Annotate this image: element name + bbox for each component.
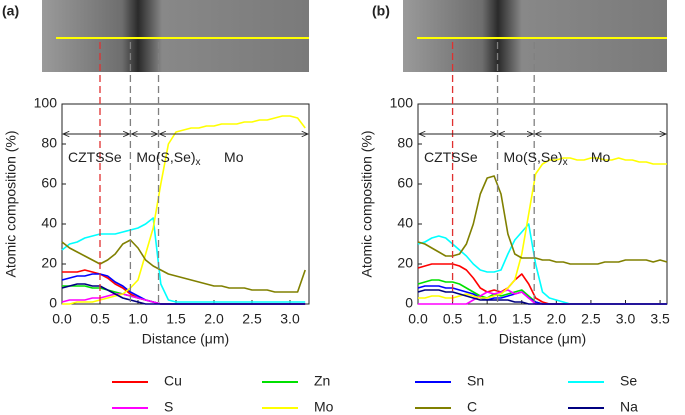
y-tick-label: 0 — [405, 295, 413, 311]
x-tick-label: 0.5 — [90, 311, 110, 327]
y-tick-label: 80 — [397, 135, 413, 151]
region-label: Mo(S,Se)x — [504, 149, 568, 168]
y-axis-label: Atomic composition (%) — [359, 130, 375, 277]
panel-label: (a) — [2, 3, 19, 19]
y-tick-label: 100 — [390, 95, 414, 111]
region-label: Mo — [224, 149, 244, 165]
x-tick-label: 2.5 — [242, 311, 262, 327]
region-label-text: CZTSSe — [68, 149, 122, 165]
x-tick-label: 3.0 — [616, 311, 636, 327]
legend-label: Na — [620, 399, 638, 415]
region-label: Mo(S,Se)x — [136, 149, 200, 168]
y-tick-label: 60 — [41, 175, 57, 191]
y-tick-label: 0 — [49, 295, 57, 311]
legend-label: Cu — [164, 373, 182, 389]
region-label-sub: x — [563, 157, 568, 168]
x-axis-label: Distance (μm) — [499, 331, 586, 347]
region-label: CZTSSe — [424, 149, 478, 165]
y-tick-label: 40 — [397, 215, 413, 231]
y-axis-label: Atomic composition (%) — [3, 130, 19, 277]
y-tick-label: 100 — [34, 95, 58, 111]
legend-label: Sn — [467, 373, 484, 389]
x-tick-label: 0.0 — [52, 311, 72, 327]
series-line — [417, 289, 667, 305]
legend-label: S — [164, 399, 173, 415]
panel-label: (b) — [372, 3, 390, 19]
y-tick-label: 60 — [397, 175, 413, 191]
x-tick-label: 0.5 — [443, 311, 463, 327]
x-axis-label: Distance (μm) — [142, 331, 229, 347]
y-tick-label: 80 — [41, 135, 57, 151]
x-tick-label: 3.0 — [280, 311, 300, 327]
legend-label: Mo — [314, 399, 334, 415]
region-label: Mo — [591, 149, 611, 165]
legend-label: C — [467, 399, 477, 415]
series-line — [418, 157, 667, 299]
x-tick-label: 2.0 — [547, 311, 567, 327]
legend-label: Se — [620, 373, 637, 389]
region-label-text: CZTSSe — [424, 149, 478, 165]
series-line — [417, 175, 668, 265]
sem-image — [403, 0, 667, 72]
region-label-text: Mo — [224, 149, 244, 165]
series-line — [61, 283, 306, 305]
region-label-text: Mo(S,Se) — [504, 149, 563, 165]
legend-label: Zn — [314, 373, 330, 389]
sem-image — [42, 0, 309, 72]
series-line — [61, 217, 306, 303]
x-tick-label: 2.0 — [204, 311, 224, 327]
y-tick-label: 20 — [397, 255, 413, 271]
x-tick-label: 2.5 — [581, 311, 601, 327]
region-label-text: Mo — [591, 149, 611, 165]
series-line — [62, 269, 306, 305]
x-tick-label: 1.5 — [512, 311, 532, 327]
region-label-sub: x — [196, 157, 201, 168]
x-tick-label: 3.5 — [650, 311, 670, 327]
region-label-text: Mo(S,Se) — [136, 149, 195, 165]
series-line — [61, 239, 306, 293]
x-tick-label: 1.0 — [128, 311, 148, 327]
region-label: CZTSSe — [68, 149, 122, 165]
x-tick-label: 1.0 — [477, 311, 497, 327]
series-line — [62, 115, 306, 305]
x-tick-label: 0.0 — [408, 311, 428, 327]
x-tick-label: 1.5 — [166, 311, 186, 327]
y-tick-label: 20 — [41, 255, 57, 271]
y-tick-label: 40 — [41, 215, 57, 231]
